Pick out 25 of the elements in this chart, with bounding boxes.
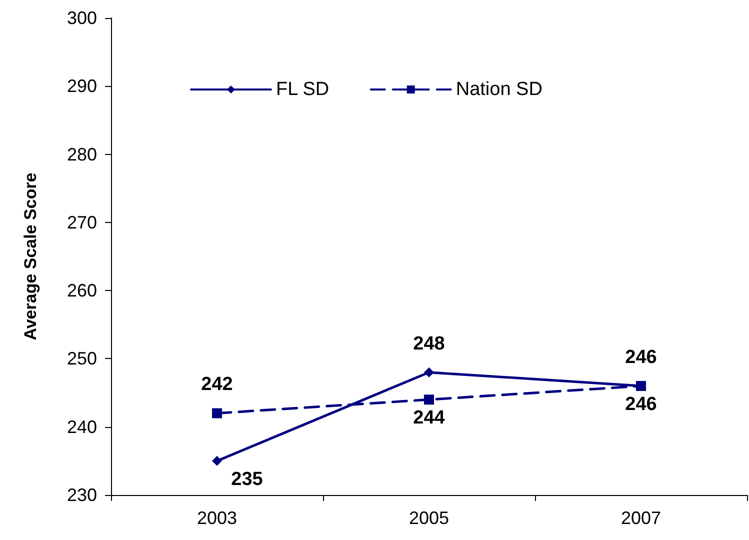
y-tick-label: 250: [66, 348, 97, 369]
data-label: 246: [625, 394, 657, 415]
legend-label: Nation SD: [456, 79, 542, 100]
data-label: 244: [413, 408, 446, 429]
x-tick-label: 2007: [620, 508, 662, 528]
point: [212, 408, 222, 418]
data-label: 246: [625, 346, 657, 368]
point: [424, 367, 434, 378]
x-tick-label: 2003: [196, 508, 238, 528]
y-tick-label: 230: [66, 485, 97, 505]
y-axis-title: Average Scale Score: [21, 172, 40, 340]
legend-label: FL SD: [276, 79, 330, 100]
y-tick-label: 300: [66, 8, 97, 28]
y-tick-label: 260: [66, 280, 97, 301]
y-tick-label: 280: [66, 144, 97, 164]
x-tick-label: 2005: [408, 508, 450, 528]
point: [424, 394, 434, 405]
data-label: 235: [231, 468, 264, 490]
data-label: 248: [413, 333, 445, 354]
y-tick-label: 290: [66, 76, 97, 96]
data-label: 242: [201, 374, 233, 396]
point: [636, 380, 646, 391]
point: [212, 456, 222, 466]
y-tick-label: 240: [66, 416, 97, 437]
y-tick-label: 270: [66, 212, 97, 232]
